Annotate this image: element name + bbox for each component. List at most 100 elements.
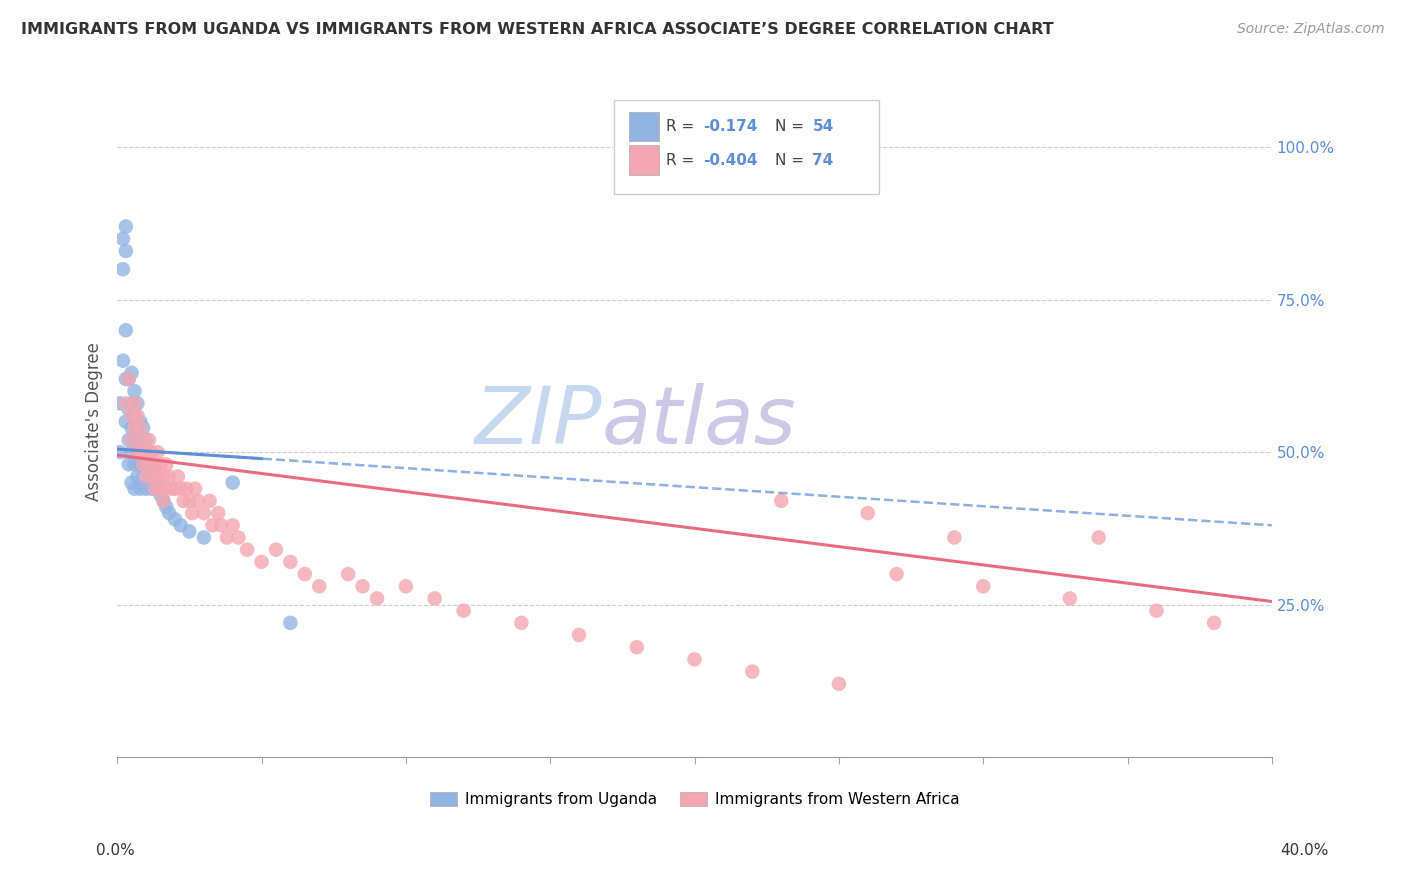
Text: IMMIGRANTS FROM UGANDA VS IMMIGRANTS FROM WESTERN AFRICA ASSOCIATE’S DEGREE CORR: IMMIGRANTS FROM UGANDA VS IMMIGRANTS FRO… — [21, 22, 1053, 37]
Point — [510, 615, 533, 630]
Point — [157, 469, 180, 483]
Point — [129, 445, 152, 459]
Point — [264, 542, 287, 557]
Text: ZIP: ZIP — [475, 383, 602, 460]
Point — [423, 591, 446, 606]
Point — [127, 469, 149, 483]
Point — [155, 500, 177, 514]
Point — [124, 458, 146, 472]
Point — [146, 445, 169, 459]
Point — [111, 353, 134, 368]
Point — [149, 458, 172, 472]
Point — [129, 482, 152, 496]
Point — [121, 475, 143, 490]
Text: Source: ZipAtlas.com: Source: ZipAtlas.com — [1237, 22, 1385, 37]
Point — [118, 402, 141, 417]
Point — [198, 494, 221, 508]
Point — [1204, 615, 1226, 630]
Point — [141, 482, 163, 496]
Legend: Immigrants from Uganda, Immigrants from Western Africa: Immigrants from Uganda, Immigrants from … — [423, 786, 966, 813]
Point — [111, 232, 134, 246]
Point — [118, 433, 141, 447]
Point — [221, 518, 243, 533]
Point — [886, 567, 908, 582]
Point — [187, 494, 209, 508]
Point — [166, 469, 188, 483]
Point — [280, 615, 302, 630]
Point — [215, 531, 238, 545]
Point — [118, 372, 141, 386]
Point — [129, 433, 152, 447]
Point — [395, 579, 418, 593]
FancyBboxPatch shape — [613, 100, 879, 194]
Point — [132, 433, 155, 447]
Point — [124, 396, 146, 410]
Point — [152, 469, 174, 483]
Point — [138, 458, 160, 472]
Point — [683, 652, 706, 666]
Point — [141, 469, 163, 483]
Point — [127, 409, 149, 423]
Point — [135, 433, 157, 447]
Point — [352, 579, 374, 593]
Point — [127, 445, 149, 459]
Point — [181, 506, 204, 520]
Point — [943, 531, 966, 545]
Text: N =: N = — [775, 120, 810, 134]
Point — [121, 409, 143, 423]
Text: 74: 74 — [813, 153, 834, 168]
Point — [179, 494, 201, 508]
Point — [132, 458, 155, 472]
Point — [1144, 604, 1167, 618]
Point — [770, 494, 793, 508]
Point — [163, 512, 186, 526]
Point — [132, 421, 155, 435]
Point — [193, 506, 215, 520]
Point — [124, 409, 146, 423]
Point — [453, 604, 475, 618]
Point — [741, 665, 763, 679]
Point — [149, 482, 172, 496]
Point — [626, 640, 648, 655]
Point — [856, 506, 879, 520]
Point — [141, 445, 163, 459]
Point — [280, 555, 302, 569]
Point — [173, 494, 195, 508]
Point — [366, 591, 388, 606]
Point — [115, 323, 138, 337]
Point — [337, 567, 360, 582]
Point — [127, 421, 149, 435]
Point — [160, 482, 183, 496]
Point — [124, 482, 146, 496]
Point — [115, 396, 138, 410]
Point — [108, 445, 131, 459]
Point — [138, 445, 160, 459]
Point — [127, 445, 149, 459]
Point — [121, 366, 143, 380]
Point — [124, 433, 146, 447]
Text: atlas: atlas — [602, 383, 797, 460]
FancyBboxPatch shape — [628, 112, 659, 141]
Point — [135, 469, 157, 483]
Point — [146, 475, 169, 490]
Point — [135, 458, 157, 472]
Point — [121, 445, 143, 459]
Point — [149, 488, 172, 502]
FancyBboxPatch shape — [628, 145, 659, 175]
Point — [308, 579, 330, 593]
Text: 54: 54 — [813, 120, 834, 134]
Point — [184, 482, 207, 496]
Point — [143, 482, 166, 496]
Point — [163, 482, 186, 496]
Point — [201, 518, 224, 533]
Point — [972, 579, 994, 593]
Text: R =: R = — [665, 120, 699, 134]
Point — [132, 469, 155, 483]
Point — [115, 415, 138, 429]
Point — [132, 445, 155, 459]
Point — [118, 372, 141, 386]
Point — [221, 475, 243, 490]
Point — [135, 482, 157, 496]
Point — [111, 262, 134, 277]
Point — [115, 372, 138, 386]
